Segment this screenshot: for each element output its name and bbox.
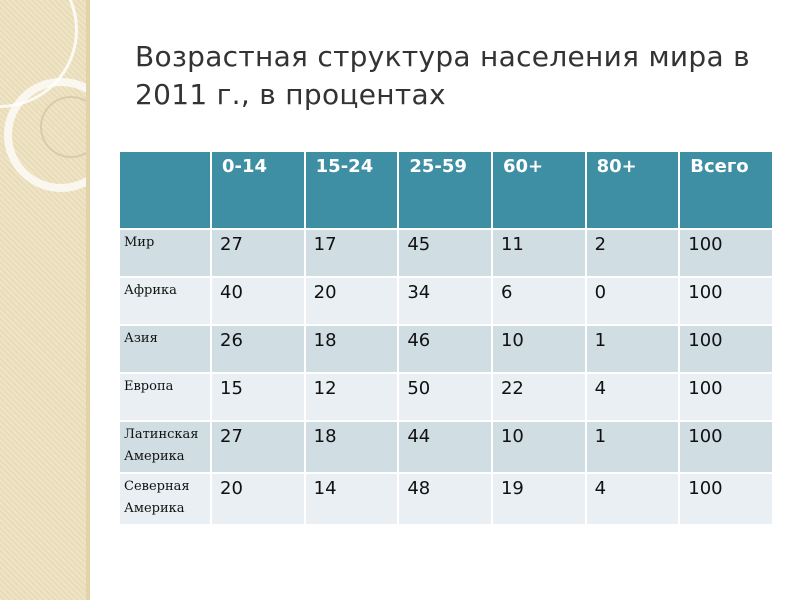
header-cell-60-plus: 60+ bbox=[492, 152, 585, 228]
header-cell-empty bbox=[120, 152, 210, 228]
table-cell: 2 bbox=[586, 230, 679, 276]
table-cell: 45 bbox=[399, 230, 491, 276]
row-label: Европа bbox=[120, 374, 210, 420]
table-cell: 17 bbox=[305, 230, 398, 276]
row-label: Латинская Америка bbox=[120, 422, 210, 472]
table-cell: 1 bbox=[586, 422, 679, 472]
table-cell: 0 bbox=[586, 278, 679, 324]
table-cell: 15 bbox=[212, 374, 304, 420]
table-header-row: 0-14 15-24 25-59 60+ 80+ Всего bbox=[120, 152, 772, 228]
table-cell: 1 bbox=[586, 326, 679, 372]
table-cell: 10 bbox=[492, 326, 585, 372]
table-cell: 100 bbox=[680, 474, 772, 524]
table-cell: 100 bbox=[680, 374, 772, 420]
decorative-sidebar bbox=[0, 0, 86, 600]
row-label: Северная Америка bbox=[120, 474, 210, 524]
decorative-ring bbox=[40, 96, 86, 158]
table-cell: 10 bbox=[492, 422, 585, 472]
table-cell: 100 bbox=[680, 230, 772, 276]
table-row: Африка 40 20 34 6 0 100 bbox=[120, 278, 772, 324]
table-row: Азия 26 18 46 10 1 100 bbox=[120, 326, 772, 372]
header-cell-80-plus: 80+ bbox=[586, 152, 679, 228]
table-cell: 22 bbox=[492, 374, 585, 420]
table-cell: 100 bbox=[680, 278, 772, 324]
table-cell: 100 bbox=[680, 422, 772, 472]
table-cell: 20 bbox=[212, 474, 304, 524]
table-cell: 50 bbox=[399, 374, 491, 420]
table-cell: 34 bbox=[399, 278, 491, 324]
table-row: Латинская Америка 27 18 44 10 1 100 bbox=[120, 422, 772, 472]
header-cell-total: Всего bbox=[680, 152, 772, 228]
table-cell: 20 bbox=[305, 278, 398, 324]
age-structure-table: 0-14 15-24 25-59 60+ 80+ Всего Мир 27 17… bbox=[118, 150, 774, 526]
table-row: Европа 15 12 50 22 4 100 bbox=[120, 374, 772, 420]
table-cell: 46 bbox=[399, 326, 491, 372]
table-cell: 18 bbox=[305, 326, 398, 372]
slide-title: Возрастная структура населения мира в 20… bbox=[135, 40, 750, 111]
table-cell: 4 bbox=[586, 474, 679, 524]
row-label: Мир bbox=[120, 230, 210, 276]
table-cell: 100 bbox=[680, 326, 772, 372]
decorative-ring bbox=[4, 78, 86, 192]
table-cell: 18 bbox=[305, 422, 398, 472]
header-cell-25-59: 25-59 bbox=[399, 152, 491, 228]
table-cell: 27 bbox=[212, 230, 304, 276]
table-cell: 12 bbox=[305, 374, 398, 420]
table-cell: 4 bbox=[586, 374, 679, 420]
header-cell-15-24: 15-24 bbox=[305, 152, 398, 228]
sidebar-edge bbox=[86, 0, 90, 600]
header-cell-0-14: 0-14 bbox=[212, 152, 304, 228]
table-cell: 40 bbox=[212, 278, 304, 324]
table-cell: 26 bbox=[212, 326, 304, 372]
table-cell: 14 bbox=[305, 474, 398, 524]
table-cell: 48 bbox=[399, 474, 491, 524]
row-label: Азия bbox=[120, 326, 210, 372]
table-row: Мир 27 17 45 11 2 100 bbox=[120, 230, 772, 276]
table-cell: 6 bbox=[492, 278, 585, 324]
table-row: Северная Америка 20 14 48 19 4 100 bbox=[120, 474, 772, 524]
row-label: Африка bbox=[120, 278, 210, 324]
table-cell: 19 bbox=[492, 474, 585, 524]
table-cell: 27 bbox=[212, 422, 304, 472]
table-cell: 44 bbox=[399, 422, 491, 472]
table-cell: 11 bbox=[492, 230, 585, 276]
